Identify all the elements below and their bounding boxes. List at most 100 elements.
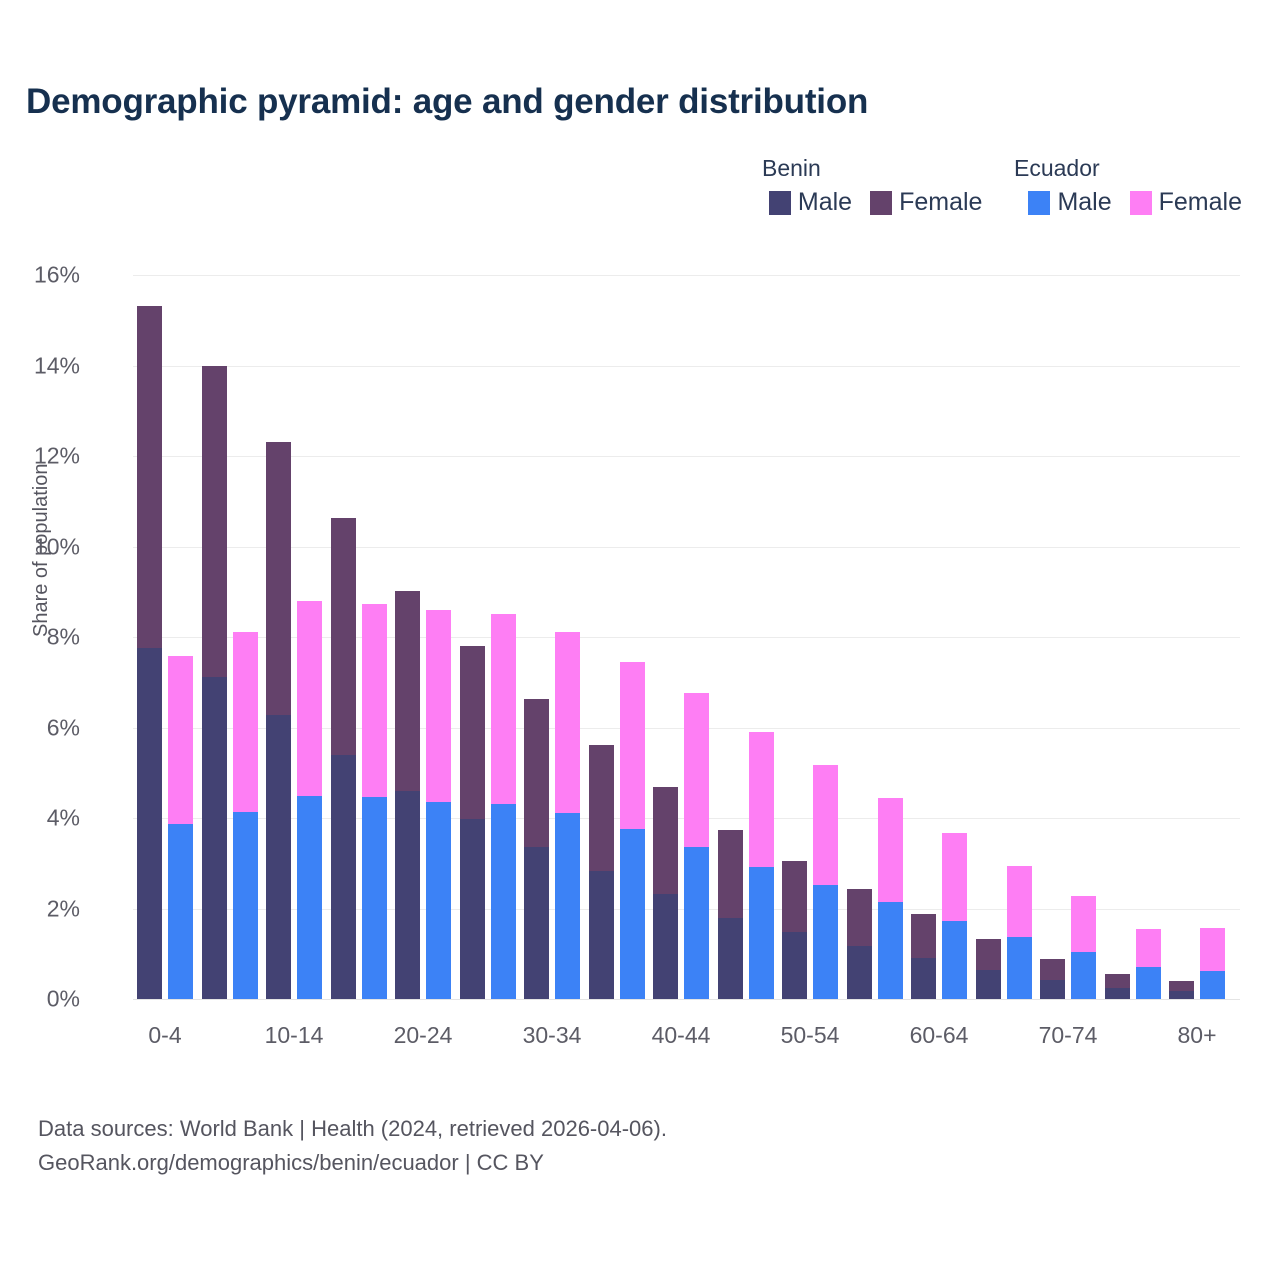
- bar-ecuador[interactable]: [619, 661, 645, 999]
- bar-ecuador[interactable]: [361, 604, 387, 999]
- legend-item-benin-male[interactable]: Male: [768, 190, 852, 215]
- bar-segment-benin-female[interactable]: [1040, 959, 1065, 981]
- bar-segment-ecuador-male[interactable]: [942, 920, 967, 999]
- bar-benin[interactable]: [330, 517, 356, 999]
- bar-segment-benin-male[interactable]: [137, 647, 162, 999]
- bar-segment-benin-female[interactable]: [459, 646, 485, 819]
- bar-segment-benin-female[interactable]: [1104, 973, 1130, 988]
- bar-benin[interactable]: [137, 305, 162, 999]
- bar-ecuador[interactable]: [168, 655, 193, 999]
- bar-ecuador[interactable]: [942, 832, 967, 999]
- bar-segment-benin-male[interactable]: [653, 894, 678, 999]
- bar-segment-ecuador-male[interactable]: [813, 885, 838, 999]
- bar-segment-benin-male[interactable]: [395, 790, 420, 999]
- bar-benin[interactable]: [1040, 959, 1065, 999]
- bar-benin[interactable]: [588, 745, 614, 999]
- bar-benin[interactable]: [395, 590, 420, 999]
- bar-segment-benin-male[interactable]: [911, 958, 936, 999]
- bar-ecuador[interactable]: [490, 613, 516, 999]
- bar-benin[interactable]: [1104, 973, 1130, 999]
- legend-item-benin-female[interactable]: Female: [870, 190, 982, 215]
- bar-benin[interactable]: [1169, 980, 1194, 999]
- bar-segment-benin-male[interactable]: [201, 677, 227, 999]
- bar-ecuador[interactable]: [297, 600, 322, 999]
- bar-segment-benin-male[interactable]: [975, 970, 1001, 999]
- bar-segment-ecuador-female[interactable]: [877, 798, 903, 903]
- bar-segment-ecuador-female[interactable]: [1071, 896, 1096, 953]
- bar-segment-ecuador-female[interactable]: [619, 661, 645, 829]
- legend-item-ecuador-female[interactable]: Female: [1129, 190, 1242, 215]
- bar-benin[interactable]: [524, 698, 549, 999]
- bar-segment-ecuador-female[interactable]: [297, 600, 322, 796]
- bar-segment-ecuador-male[interactable]: [555, 813, 580, 999]
- bar-segment-ecuador-female[interactable]: [748, 731, 774, 867]
- bar-segment-ecuador-female[interactable]: [361, 604, 387, 797]
- bar-segment-benin-male[interactable]: [717, 917, 743, 999]
- bar-segment-benin-female[interactable]: [395, 590, 420, 791]
- bar-ecuador[interactable]: [555, 632, 580, 999]
- bar-segment-ecuador-male[interactable]: [1135, 967, 1161, 999]
- bar-ecuador[interactable]: [426, 609, 451, 999]
- bar-ecuador[interactable]: [1071, 896, 1096, 999]
- legend-item-ecuador-male[interactable]: Male: [1028, 190, 1112, 215]
- bar-ecuador[interactable]: [232, 632, 258, 999]
- bar-segment-benin-female[interactable]: [524, 698, 549, 847]
- bar-ecuador[interactable]: [1006, 865, 1032, 999]
- bar-benin[interactable]: [846, 888, 872, 999]
- bar-segment-ecuador-male[interactable]: [1200, 970, 1225, 999]
- bar-segment-ecuador-female[interactable]: [490, 613, 516, 804]
- bar-segment-benin-female[interactable]: [201, 365, 227, 678]
- bar-benin[interactable]: [717, 830, 743, 999]
- bar-segment-ecuador-female[interactable]: [168, 655, 193, 824]
- bar-benin[interactable]: [975, 939, 1001, 999]
- bar-segment-benin-male[interactable]: [588, 871, 614, 999]
- bar-segment-ecuador-female[interactable]: [813, 765, 838, 886]
- bar-ecuador[interactable]: [1135, 928, 1161, 999]
- bar-segment-benin-male[interactable]: [524, 846, 549, 999]
- bar-benin[interactable]: [459, 646, 485, 999]
- bar-segment-ecuador-female[interactable]: [942, 832, 967, 921]
- bar-segment-ecuador-female[interactable]: [684, 692, 709, 847]
- bar-segment-benin-female[interactable]: [653, 787, 678, 895]
- bar-segment-ecuador-male[interactable]: [426, 801, 451, 999]
- bar-segment-ecuador-male[interactable]: [361, 796, 387, 999]
- bar-segment-ecuador-female[interactable]: [1006, 865, 1032, 938]
- bar-segment-ecuador-female[interactable]: [232, 632, 258, 813]
- bar-segment-ecuador-male[interactable]: [490, 803, 516, 999]
- bar-segment-benin-female[interactable]: [782, 861, 807, 933]
- bar-benin[interactable]: [201, 365, 227, 999]
- bar-ecuador[interactable]: [877, 798, 903, 999]
- bar-segment-benin-female[interactable]: [846, 888, 872, 947]
- bar-segment-ecuador-female[interactable]: [1200, 927, 1225, 971]
- bar-segment-benin-male[interactable]: [459, 818, 485, 999]
- bar-segment-ecuador-male[interactable]: [168, 823, 193, 999]
- bar-segment-ecuador-male[interactable]: [1071, 952, 1096, 999]
- bar-ecuador[interactable]: [748, 731, 774, 999]
- bar-segment-benin-female[interactable]: [588, 745, 614, 872]
- bar-benin[interactable]: [782, 861, 807, 999]
- bar-segment-ecuador-male[interactable]: [297, 795, 322, 999]
- bar-segment-benin-male[interactable]: [782, 932, 807, 999]
- bar-benin[interactable]: [266, 442, 291, 999]
- bar-segment-ecuador-female[interactable]: [1135, 928, 1161, 968]
- bar-segment-benin-male[interactable]: [330, 755, 356, 999]
- bar-segment-benin-female[interactable]: [911, 914, 936, 959]
- bar-segment-benin-male[interactable]: [1040, 980, 1065, 999]
- bar-segment-ecuador-male[interactable]: [1006, 937, 1032, 999]
- bar-segment-benin-male[interactable]: [1169, 990, 1194, 999]
- bar-ecuador[interactable]: [684, 692, 709, 999]
- bar-segment-ecuador-female[interactable]: [555, 632, 580, 814]
- bar-segment-benin-female[interactable]: [975, 939, 1001, 971]
- bar-segment-ecuador-male[interactable]: [619, 828, 645, 999]
- bar-segment-ecuador-male[interactable]: [748, 866, 774, 999]
- bar-ecuador[interactable]: [1200, 927, 1225, 999]
- bar-segment-benin-female[interactable]: [1169, 980, 1194, 991]
- bar-benin[interactable]: [911, 914, 936, 999]
- bar-segment-benin-female[interactable]: [266, 442, 291, 716]
- bar-segment-benin-female[interactable]: [330, 517, 356, 756]
- bar-segment-benin-male[interactable]: [266, 715, 291, 999]
- bar-segment-ecuador-male[interactable]: [877, 902, 903, 999]
- bar-segment-benin-male[interactable]: [846, 946, 872, 999]
- bar-segment-ecuador-male[interactable]: [232, 812, 258, 999]
- bar-ecuador[interactable]: [813, 765, 838, 999]
